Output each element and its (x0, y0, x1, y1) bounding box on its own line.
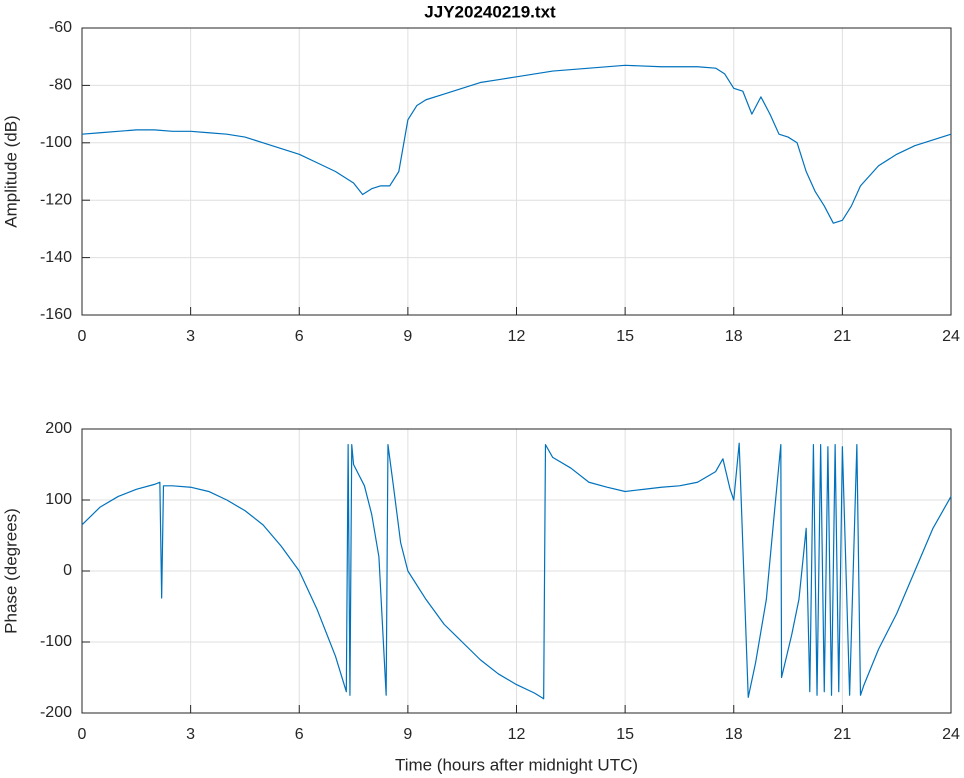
y-tick-label: 0 (63, 562, 72, 579)
axes-frame (81, 27, 952, 316)
x-tick-label: 6 (295, 328, 304, 345)
x-tick-label: 9 (403, 726, 412, 743)
y-tick-label: -100 (40, 633, 72, 650)
x-tick-label: 0 (78, 328, 87, 345)
y-tick-label: -120 (40, 191, 72, 208)
x-tick-label: 24 (942, 328, 960, 345)
data-line (81, 442, 952, 700)
x-tick-label: 3 (186, 328, 195, 345)
x-tick-label: 21 (833, 328, 851, 345)
x-tick-label: 0 (78, 726, 87, 743)
x-axis-label: Time (hours after midnight UTC) (395, 755, 638, 774)
y-tick-label: -60 (49, 19, 72, 36)
chart-title: JJY20240219.txt (424, 2, 556, 21)
y-tick-label: -100 (40, 134, 72, 151)
y-tick-label: -160 (40, 306, 72, 323)
axes-frame (81, 428, 952, 714)
y-axis-label: Phase (degrees) (1, 508, 20, 634)
y-tick-label: 200 (45, 420, 72, 437)
x-tick-label: 15 (616, 726, 634, 743)
x-tick-label: 3 (186, 726, 195, 743)
x-tick-label: 15 (616, 328, 634, 345)
x-tick-label: 12 (508, 328, 526, 345)
x-tick-label: 21 (833, 726, 851, 743)
y-tick-label: -80 (49, 77, 72, 94)
x-tick-label: 18 (725, 328, 743, 345)
y-tick-label: 100 (45, 491, 72, 508)
y-axis-label: Amplitude (dB) (1, 115, 20, 227)
x-tick-label: 9 (403, 328, 412, 345)
y-tick-label: -140 (40, 249, 72, 266)
x-tick-label: 12 (508, 726, 526, 743)
x-tick-label: 18 (725, 726, 743, 743)
y-tick-label: -200 (40, 704, 72, 721)
x-tick-label: 6 (295, 726, 304, 743)
x-tick-label: 24 (942, 726, 960, 743)
data-line (81, 64, 952, 224)
